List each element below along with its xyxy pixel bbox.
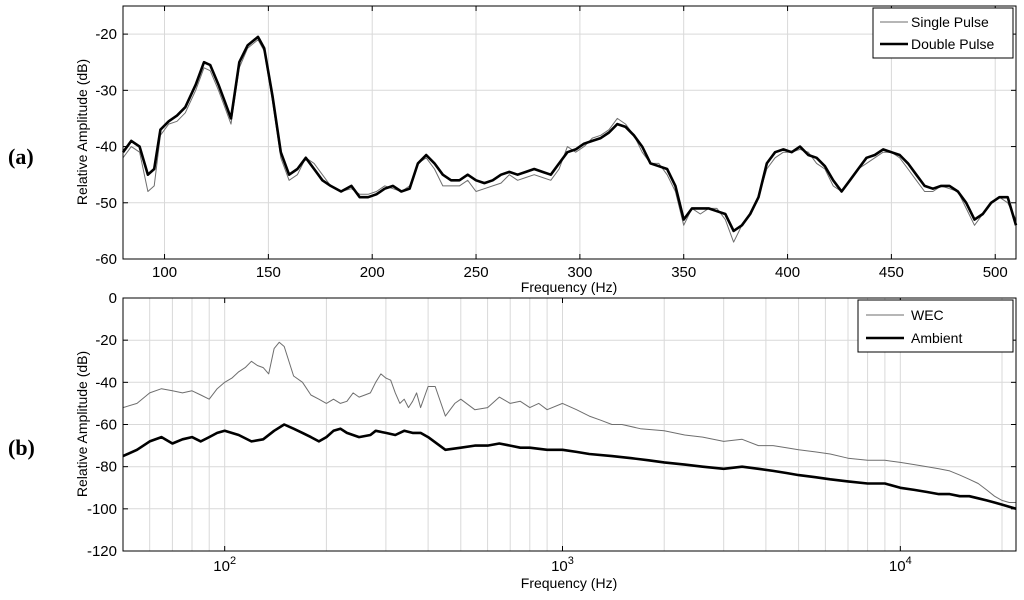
panel-b-x-axis-label: Frequency (Hz) xyxy=(521,575,617,591)
legend-entry-single-pulse: Single Pulse xyxy=(911,14,989,30)
y-tick-label: -40 xyxy=(95,374,117,391)
x-tick-label: 250 xyxy=(464,264,489,281)
y-tick-label: -100 xyxy=(87,501,117,518)
y-tick-label: -60 xyxy=(95,251,117,268)
y-tick-label: -40 xyxy=(95,139,117,156)
y-tick-label: -20 xyxy=(95,26,117,43)
x-tick-label: 150 xyxy=(256,264,281,281)
panel-b-x-ticks: 102 103 104 xyxy=(213,298,912,575)
x-tick-label: 200 xyxy=(360,264,385,281)
panel-a-x-ticks: 100 150 200 250 300 350 400 450 500 xyxy=(152,6,1008,281)
x-tick-label: 350 xyxy=(671,264,696,281)
legend-entry-wec: WEC xyxy=(911,307,944,323)
panel-b-y-ticks: -120 -100 -80 -60 -40 -20 0 xyxy=(87,290,1016,560)
x-tick-label: 500 xyxy=(983,264,1008,281)
series-double-pulse xyxy=(121,35,1018,233)
x-tick-label: 400 xyxy=(775,264,800,281)
x-tick-label: 104 xyxy=(889,555,912,575)
panel-b-y-axis-label: Relative Amplitude (dB) xyxy=(74,351,90,497)
x-tick-label: 100 xyxy=(152,264,177,281)
panel-a-x-axis-label: Frequency (Hz) xyxy=(521,279,617,295)
panel-a-label: (a) xyxy=(8,144,34,169)
panel-a-y-ticks: -60 -50 -40 -30 -20 xyxy=(95,26,1016,268)
panel-a-legend: Single Pulse Double Pulse xyxy=(872,7,1014,59)
legend-entry-double-pulse: Double Pulse xyxy=(911,36,994,52)
y-tick-label: 0 xyxy=(109,290,117,307)
y-tick-label: -60 xyxy=(95,417,117,434)
series-single-pulse xyxy=(122,39,1017,243)
y-tick-label: -50 xyxy=(95,195,117,212)
panel-a-series xyxy=(121,35,1018,243)
x-tick-label: 103 xyxy=(551,555,574,575)
panel-b-legend-box xyxy=(857,299,1014,353)
series-ambient xyxy=(122,423,1017,511)
panel-b-label: (b) xyxy=(8,435,35,460)
y-tick-label: -120 xyxy=(87,543,117,560)
x-tick-label: 450 xyxy=(879,264,904,281)
panel-b: (b) 102 103 104 -120 -100 -80 -60 -40 -20 0 Freq… xyxy=(8,290,1017,591)
series-wec xyxy=(122,341,1016,503)
y-tick-label: -80 xyxy=(95,459,117,476)
panel-b-legend: WEC Ambient xyxy=(857,299,1014,353)
panel-a-legend-box xyxy=(872,7,1014,59)
x-tick-label: 300 xyxy=(567,264,592,281)
panel-a: (a) 100 150 200 250 300 350 400 450 500 -60 -50 -4… xyxy=(8,5,1018,295)
legend-entry-ambient: Ambient xyxy=(911,330,962,346)
y-tick-label: -30 xyxy=(95,82,117,99)
panel-a-frame xyxy=(122,5,1017,260)
panel-a-y-axis-label: Relative Amplitude (dB) xyxy=(74,59,90,205)
panel-b-series xyxy=(122,341,1017,511)
x-tick-label: 102 xyxy=(213,555,236,575)
y-tick-label: -20 xyxy=(95,332,117,349)
